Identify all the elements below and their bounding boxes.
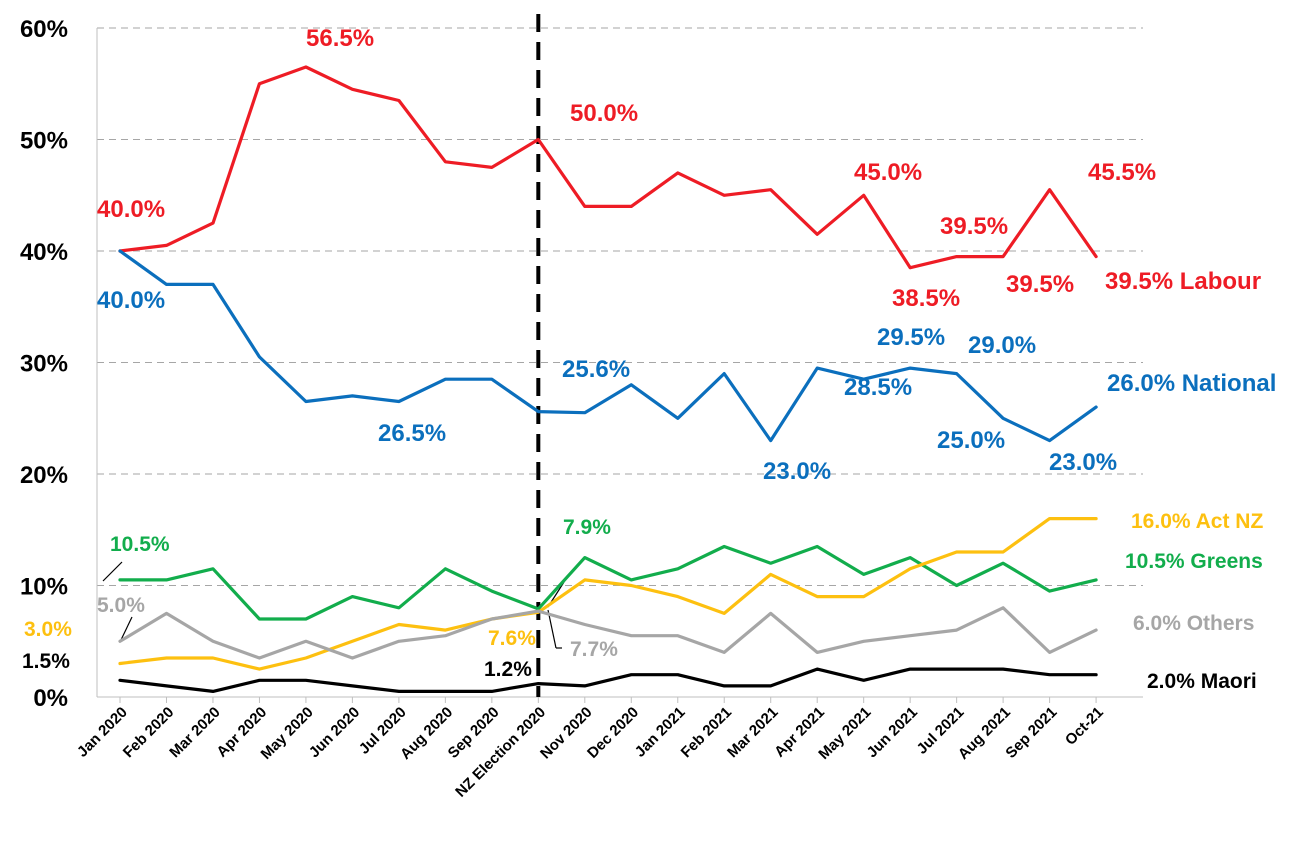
x-tick-label: Jun 2020 bbox=[306, 704, 363, 761]
y-tick-label: 0% bbox=[33, 685, 68, 712]
y-tick-label: 60% bbox=[20, 16, 68, 43]
series-line-maori bbox=[118, 667, 1098, 694]
data-label-labour: 39.5% Labour bbox=[1105, 268, 1261, 295]
data-label-others: 6.0% Others bbox=[1133, 612, 1254, 635]
series-line-act-nz bbox=[118, 516, 1098, 671]
data-label-labour: 45.5% bbox=[1088, 159, 1156, 186]
data-label-national: 23.0% bbox=[1049, 449, 1117, 476]
series-line-greens bbox=[118, 544, 1098, 621]
data-label-labour: 39.5% bbox=[940, 213, 1008, 240]
y-tick-label: 50% bbox=[20, 128, 68, 155]
data-label-national: 40.0% bbox=[97, 287, 165, 314]
data-label-labour: 40.0% bbox=[97, 196, 165, 223]
data-label-act-nz: 3.0% bbox=[24, 618, 72, 641]
data-label-maori: 1.5% bbox=[22, 650, 70, 673]
y-axis-ticks: 0% 10% 20% 30% 40% 50% 60% bbox=[20, 16, 68, 712]
data-label-labour: 39.5% bbox=[1006, 271, 1074, 298]
x-tick-label: NZ Election 2020 bbox=[452, 704, 549, 801]
series-line-others bbox=[118, 606, 1098, 660]
data-label-national: 23.0% bbox=[763, 458, 831, 485]
x-tick-label: Mar 2020 bbox=[166, 704, 223, 761]
data-label-national: 29.5% bbox=[877, 324, 945, 351]
leader-line bbox=[547, 609, 557, 649]
data-label-act-nz: 7.6% bbox=[488, 627, 536, 650]
data-label-maori: 1.2% bbox=[484, 658, 532, 681]
data-label-national: 29.0% bbox=[968, 332, 1036, 359]
data-label-labour: 38.5% bbox=[892, 285, 960, 312]
y-tick-label: 20% bbox=[20, 462, 68, 489]
y-tick-label: 10% bbox=[20, 574, 68, 601]
data-label-greens: 7.9% bbox=[563, 516, 611, 539]
x-tick-label: Jun 2021 bbox=[864, 704, 921, 761]
data-label-national: 25.0% bbox=[937, 427, 1005, 454]
data-label-greens: 10.5% Greens bbox=[1125, 550, 1263, 573]
series-line-labour bbox=[118, 65, 1098, 270]
x-tick-label: Oct-21 bbox=[1062, 704, 1107, 749]
axes bbox=[96, 28, 1143, 698]
series-line-national bbox=[118, 249, 1098, 443]
x-tick-label: Dec 2020 bbox=[584, 704, 642, 762]
data-label-national: 25.6% bbox=[562, 356, 630, 383]
data-label-maori: 2.0% Maori bbox=[1147, 670, 1257, 693]
data-labels: 40.0% 56.5% 50.0% 45.0% 39.5% 38.5% 39.5% 45.5%… bbox=[22, 25, 1276, 693]
data-label-national: 26.5% bbox=[378, 420, 446, 447]
leader-line bbox=[102, 561, 123, 582]
data-label-labour: 50.0% bbox=[570, 100, 638, 127]
x-tick-label: Mar 2021 bbox=[724, 704, 781, 761]
data-label-national: 28.5% bbox=[844, 374, 912, 401]
data-label-greens: 10.5% bbox=[110, 533, 170, 556]
x-tick-label: Sep 2021 bbox=[1002, 704, 1060, 762]
data-label-others: 7.7% bbox=[570, 638, 618, 661]
leader-line bbox=[119, 616, 133, 643]
data-label-act-nz: 16.0% Act NZ bbox=[1131, 510, 1263, 533]
y-tick-label: 30% bbox=[20, 351, 68, 378]
series-lines bbox=[118, 65, 1098, 694]
y-tick-label: 40% bbox=[20, 239, 68, 266]
data-label-national: 26.0% National bbox=[1107, 370, 1276, 397]
data-label-others: 5.0% bbox=[97, 594, 145, 617]
data-label-labour: 56.5% bbox=[306, 25, 374, 52]
data-label-labour: 45.0% bbox=[854, 159, 922, 186]
